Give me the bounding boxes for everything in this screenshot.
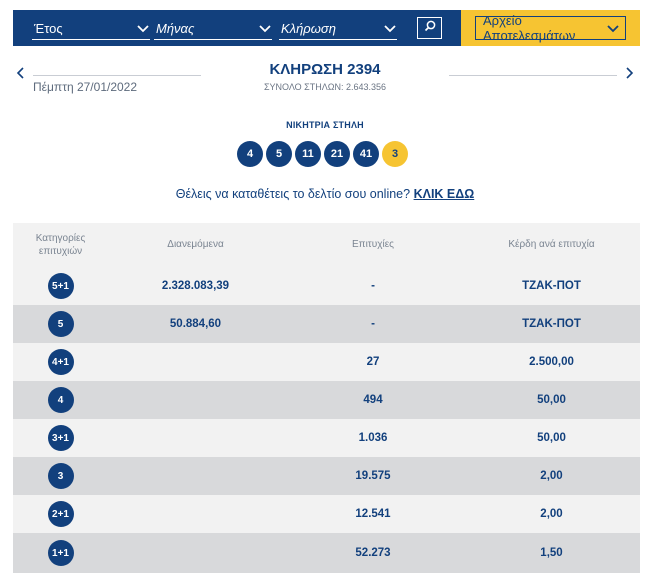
next-draw-button[interactable]: [624, 66, 636, 84]
online-play-prompt: Θέλεις να καταθέτεις το δελτίο σου onlin…: [0, 187, 650, 201]
online-play-text: Θέλεις να καταθέτεις το δελτίο σου onlin…: [175, 187, 411, 201]
table-row: 2+1 12.541 2,00: [13, 495, 640, 533]
draw-date: Πέμπτη 27/01/2022: [33, 80, 138, 94]
search-button[interactable]: [417, 17, 442, 39]
winning-number-ball: 11: [295, 141, 321, 167]
archive-dropdown[interactable]: Αρχείο Αποτελεσμάτων: [475, 13, 626, 43]
previous-draw-button[interactable]: [14, 66, 26, 84]
category-ball: 2+1: [47, 501, 74, 527]
distributed-cell: [108, 343, 283, 381]
chevron-down-icon: [258, 22, 272, 36]
prize-cell: 50,00: [537, 394, 566, 406]
table-row: 3 19.575 2,00: [13, 457, 640, 495]
category-ball: 4+1: [47, 349, 74, 375]
distributed-cell: [108, 495, 283, 533]
header-distributed: Διανεμόμενα: [167, 239, 224, 251]
winners-cell: 1.036: [358, 432, 388, 444]
distributed-cell: [108, 419, 283, 457]
winners-cell: 52.273: [355, 547, 391, 559]
table-row: 4 494 50,00: [13, 381, 640, 419]
distributed-cell: [108, 381, 283, 419]
prize-cell: 1,50: [540, 547, 563, 559]
archive-panel: Αρχείο Αποτελεσμάτων: [461, 10, 640, 46]
archive-dropdown-label: Αρχείο Αποτελεσμάτων: [483, 13, 576, 43]
table-row: 5 50.884,60 - ΤΖΑΚ-ΠΟΤ: [13, 305, 640, 343]
divider-left: [33, 75, 201, 76]
winning-column-label: ΝΙΚΗΤΡΙΑ ΣΤΗΛΗ: [286, 120, 364, 130]
winners-cell: 19.575: [355, 470, 391, 482]
category-ball: 4: [47, 387, 74, 413]
chevron-down-icon: [383, 22, 397, 36]
table-row: 3+1 1.036 50,00: [13, 419, 640, 457]
distributed-cell: [108, 533, 283, 573]
prize-cell: 50,00: [537, 432, 566, 444]
distributed-cell: 50.884,60: [169, 318, 222, 330]
draw-title: ΚΛΗΡΩΣΗ 2394: [269, 61, 381, 78]
table-row: 5+1 2.328.083,39 - ΤΖΑΚ-ΠΟΤ: [13, 267, 640, 305]
draw-select[interactable]: Κλήρωση: [279, 18, 397, 40]
chevron-left-icon: [16, 66, 24, 84]
header-winners: Επιτυχίες: [352, 239, 394, 251]
winning-number-ball: 5: [266, 141, 292, 167]
joker-number-ball: 3: [382, 141, 408, 167]
chevron-down-icon: [136, 22, 150, 36]
winners-cell: 27: [366, 356, 380, 368]
results-table-header: Κατηγορίες επιτυχιών Διανεμόμενα Επιτυχί…: [13, 223, 640, 267]
distributed-cell: 2.328.083,39: [161, 280, 230, 292]
draw-select-label: Κλήρωση: [281, 21, 336, 36]
search-icon: [424, 19, 436, 37]
chevron-down-icon: [607, 21, 619, 36]
prize-cell: ΤΖΑΚ-ΠΟΤ: [522, 280, 581, 292]
prize-cell: 2.500,00: [529, 356, 574, 368]
category-ball: 3: [47, 463, 74, 489]
winners-cell: -: [371, 318, 375, 330]
header-prize: Κέρδη ανά επιτυχία: [508, 239, 595, 251]
year-select-label: Έτος: [34, 21, 63, 36]
month-select[interactable]: Μήνας: [154, 18, 272, 40]
year-select[interactable]: Έτος: [32, 18, 150, 40]
prize-cell: ΤΖΑΚ-ΠΟΤ: [522, 318, 581, 330]
winning-number-ball: 21: [324, 141, 350, 167]
header-categories: Κατηγορίες επιτυχιών: [35, 232, 86, 258]
winning-numbers: 4 5 11 21 41 3: [237, 141, 408, 167]
winners-cell: 12.541: [355, 508, 391, 520]
category-ball: 5: [47, 311, 74, 337]
divider-right: [449, 75, 617, 76]
category-ball: 1+1: [47, 540, 74, 566]
filter-bar: Έτος Μήνας Κλήρωση Αρχείο Αποτελεσμάτων: [13, 10, 640, 46]
chevron-right-icon: [626, 66, 634, 84]
category-ball: 3+1: [47, 425, 74, 451]
prize-cell: 2,00: [540, 508, 563, 520]
winning-number-ball: 41: [353, 141, 379, 167]
month-select-label: Μήνας: [156, 21, 195, 36]
winners-cell: 494: [363, 394, 383, 406]
winners-cell: -: [371, 280, 375, 292]
table-row: 4+1 27 2.500,00: [13, 343, 640, 381]
total-columns: ΣΥΝΟΛΟ ΣΤΗΛΩΝ: 2.643.356: [263, 82, 387, 92]
prize-cell: 2,00: [540, 470, 563, 482]
distributed-cell: [108, 457, 283, 495]
click-here-link[interactable]: ΚΛΙΚ ΕΔΩ: [413, 187, 475, 201]
winning-number-ball: 4: [237, 141, 263, 167]
table-row: 1+1 52.273 1,50: [13, 533, 640, 573]
category-ball: 5+1: [47, 273, 74, 299]
